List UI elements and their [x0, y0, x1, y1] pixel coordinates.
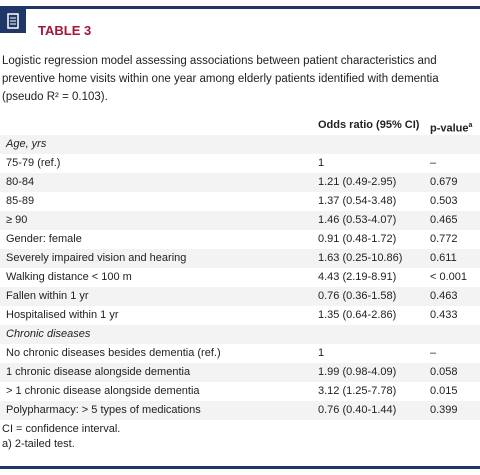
table-icon [0, 9, 26, 33]
row-label: 1 chronic disease alongside dementia [6, 366, 191, 378]
row-label: Fallen within 1 yr [6, 290, 89, 302]
row-label: 80-84 [6, 176, 35, 188]
odds-ratio: 4.43 (2.19-8.91) [318, 271, 397, 283]
row-label: > 1 chronic disease alongside dementia [6, 385, 200, 397]
data-row: Fallen within 1 yr 0.76 (0.36-1.58) 0.463 [0, 287, 480, 306]
odds-ratio: 1 [318, 157, 325, 169]
data-row: Hospitalised within 1 yr 1.35 (0.64-2.86)… [0, 306, 480, 325]
top-rule [0, 6, 480, 9]
data-row: 1 chronic disease alongside dementia 1.99… [0, 363, 480, 382]
p-value: 0.611 [430, 252, 457, 264]
p-value: 0.463 [430, 290, 458, 302]
data-row: No chronic diseases besides dementia (re… [0, 344, 480, 363]
data-row: > 1 chronic disease alongside dementia 3.… [0, 382, 480, 401]
row-label: ≥ 90 [6, 214, 28, 226]
row-label: Severely impaired vision and hearing [6, 252, 187, 264]
data-row: ≥ 90 1.46 (0.53-4.07) 0.465 [0, 211, 480, 230]
section-row: Chronic diseases [0, 325, 480, 344]
header-row: Odds ratio (95% CI) p-valuea [0, 116, 480, 135]
p-value: 0.015 [430, 385, 458, 397]
data-row: 80-84 1.21 (0.49-2.95) 0.679 [0, 173, 480, 192]
p-value: 0.679 [430, 176, 458, 188]
data-row: Severely impaired vision and hearing 1.63… [0, 249, 480, 268]
icon-graphic [7, 13, 19, 29]
p-value: 0.433 [430, 309, 458, 321]
row-label: 75-79 (ref.) [6, 157, 61, 169]
odds-ratio: 1 [318, 347, 325, 359]
row-label: Hospitalised within 1 yr [6, 309, 119, 321]
footnote-marker: a [468, 122, 473, 129]
footnote: CI = confidence interval. [2, 423, 121, 435]
section-heading: Age, yrs [6, 138, 47, 150]
p-value: < 0.001 [430, 271, 468, 283]
data-row: Polypharmacy: > 5 types of medications 0.… [0, 401, 480, 420]
odds-ratio: 1.46 (0.53-4.07) [318, 214, 397, 226]
bottom-rule [0, 466, 480, 469]
section-heading: Chronic diseases [6, 328, 91, 340]
odds-ratio: 1.21 (0.49-2.95) [318, 176, 397, 188]
section-row: Age, yrs [0, 135, 480, 154]
caption: Logistic regression model assessing asso… [2, 55, 439, 103]
column-header: Odds ratio (95% CI) [318, 119, 420, 131]
row-label: Gender: female [6, 233, 82, 245]
odds-ratio: 0.91 (0.48-1.72) [318, 233, 397, 245]
odds-ratio: 0.76 (0.40-1.44) [318, 404, 397, 416]
p-value: 0.465 [430, 214, 458, 226]
row-label: Polypharmacy: > 5 types of medications [6, 404, 201, 416]
row-label: Walking distance < 100 m [6, 271, 132, 283]
data-row: 85-89 1.37 (0.54-3.48) 0.503 [0, 192, 480, 211]
table-title: TABLE 3 [38, 23, 92, 38]
odds-ratio: 1.63 (0.25-10.86) [318, 252, 403, 264]
p-value: 0.772 [430, 233, 458, 245]
odds-ratio: 1.37 (0.54-3.48) [318, 195, 397, 207]
odds-ratio: 1.35 (0.64-2.86) [318, 309, 397, 321]
column-header: p-valuea [430, 122, 473, 135]
data-row: 75-79 (ref.) 1 – [0, 154, 480, 173]
odds-ratio: 1.99 (0.98-4.09) [318, 366, 397, 378]
p-value: 0.503 [430, 195, 458, 207]
p-value: 0.058 [430, 366, 458, 378]
p-value: – [430, 157, 437, 169]
p-value: 0.399 [430, 404, 458, 416]
data-row: Gender: female 0.91 (0.48-1.72) 0.772 [0, 230, 480, 249]
row-label: No chronic diseases besides dementia (re… [6, 347, 221, 359]
footnote: a) 2-tailed test. [2, 438, 75, 450]
odds-ratio: 3.12 (1.25-7.78) [318, 385, 397, 397]
odds-ratio: 0.76 (0.36-1.58) [318, 290, 397, 302]
row-label: 85-89 [6, 195, 35, 207]
data-row: Walking distance < 100 m 4.43 (2.19-8.91)… [0, 268, 480, 287]
p-value: – [430, 347, 437, 359]
